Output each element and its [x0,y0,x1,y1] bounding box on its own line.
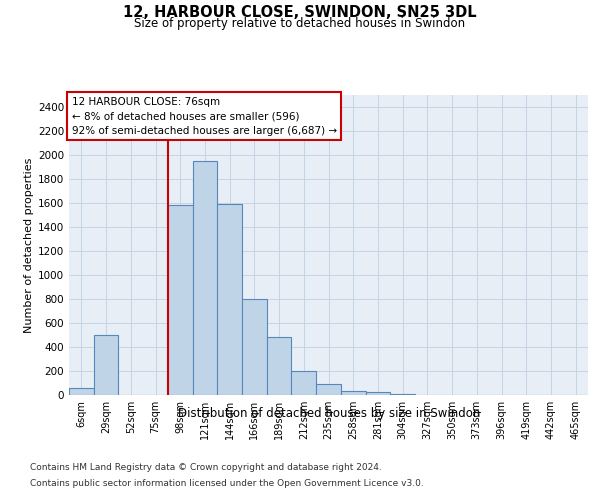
Bar [292,371,316,395]
Bar [365,392,390,395]
Bar [242,299,267,395]
Bar [168,206,193,395]
Bar [390,394,415,395]
Text: Size of property relative to detached houses in Swindon: Size of property relative to detached ho… [134,18,466,30]
Bar [69,388,94,395]
Bar [341,391,365,395]
Bar [94,335,118,395]
Bar [316,384,341,395]
Text: 12, HARBOUR CLOSE, SWINDON, SN25 3DL: 12, HARBOUR CLOSE, SWINDON, SN25 3DL [123,5,477,20]
Bar [193,161,217,395]
Text: Contains public sector information licensed under the Open Government Licence v3: Contains public sector information licen… [30,478,424,488]
Bar [217,204,242,395]
Y-axis label: Number of detached properties: Number of detached properties [24,158,34,332]
Text: Contains HM Land Registry data © Crown copyright and database right 2024.: Contains HM Land Registry data © Crown c… [30,464,382,472]
Bar [267,338,292,395]
Text: Distribution of detached houses by size in Swindon: Distribution of detached houses by size … [178,408,480,420]
Text: 12 HARBOUR CLOSE: 76sqm
← 8% of detached houses are smaller (596)
92% of semi-de: 12 HARBOUR CLOSE: 76sqm ← 8% of detached… [71,96,337,136]
